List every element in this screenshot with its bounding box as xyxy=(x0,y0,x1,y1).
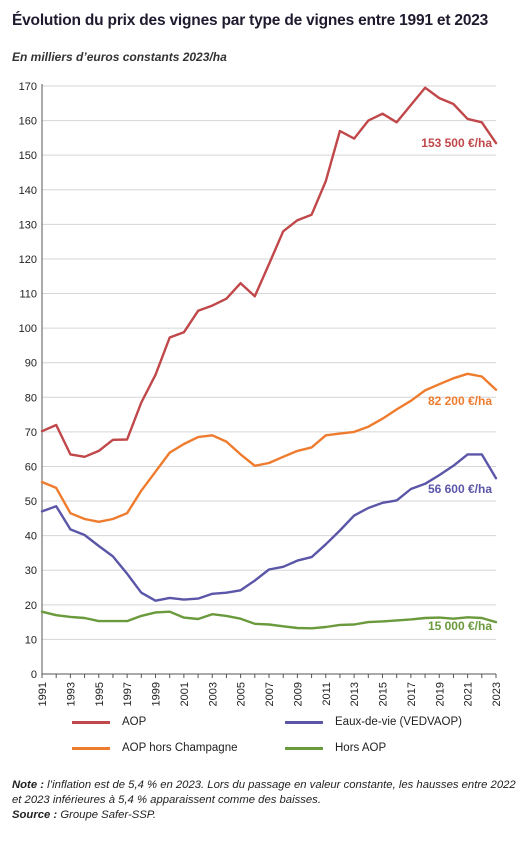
line-chart: 0 10 20 30 40 50 60 70 80 90 100 110 120 130 140 150 160… xyxy=(19,81,503,706)
x-tick-label: 2001 xyxy=(179,682,191,706)
legend-item-hors-aop: Hors AOP xyxy=(285,742,386,754)
x-tick-label: 2003 xyxy=(207,682,219,706)
legend-label-aop: AOP xyxy=(122,716,147,728)
chart-title: Évolution du prix des vignes par type de… xyxy=(12,12,489,29)
x-tick-label: 2011 xyxy=(321,682,333,706)
y-tick-label: 90 xyxy=(25,358,37,370)
y-tick-label: 60 xyxy=(25,461,37,473)
x-tick-label: 2009 xyxy=(292,682,304,706)
legend-item-aop-hors-champagne: AOP hors Champagne xyxy=(72,742,238,754)
legend-swatch-hors-aop xyxy=(285,746,323,750)
y-tick-label: 170 xyxy=(19,81,37,93)
y-tick-label: 80 xyxy=(25,392,37,404)
x-tick-label: 1995 xyxy=(94,682,106,706)
y-tick-label: 50 xyxy=(25,496,37,508)
x-tick-label: 2021 xyxy=(463,682,475,706)
chart-subtitle: En milliers d’euros constants 2023/ha xyxy=(12,50,227,64)
source-label: Source : xyxy=(12,809,58,821)
x-tick-label: 1993 xyxy=(65,682,77,706)
x-tick-label: 1997 xyxy=(122,682,134,706)
x-tick-label: 2015 xyxy=(378,682,390,706)
end-label-aop: 153 500 €/ha xyxy=(421,136,492,150)
legend-swatch-aop xyxy=(72,720,110,724)
legend-swatch-eaux-de-vie xyxy=(285,720,323,724)
x-tick-label: 2023 xyxy=(491,682,503,706)
grid xyxy=(42,85,496,640)
axes: 0 10 20 30 40 50 60 70 80 90 100 110 120 130 140 150 160… xyxy=(19,81,503,706)
x-tick-label: 2013 xyxy=(349,682,361,706)
legend-label-eaux-de-vie: Eaux-de-vie (VEDVAOP) xyxy=(335,716,462,728)
legend-item-eaux-de-vie: Eaux-de-vie (VEDVAOP) xyxy=(285,716,462,728)
x-tick-label: 1999 xyxy=(151,682,163,706)
x-tick-label: 2017 xyxy=(406,682,418,706)
y-tick-label: 20 xyxy=(25,600,37,612)
legend-label-aop-hors-champagne: AOP hors Champagne xyxy=(122,742,238,754)
series-line-hors-aop xyxy=(40,610,498,630)
x-tick-label: 2007 xyxy=(264,682,276,706)
end-label-eaux-de-vie-vedvaop: 56 600 €/ha xyxy=(428,482,492,496)
y-tick-label: 110 xyxy=(19,289,37,301)
y-tick-label: 30 xyxy=(25,565,37,577)
note-label: Note : xyxy=(12,779,45,791)
x-tick-label: 2005 xyxy=(236,682,248,706)
series-line-aop-hors-champagne xyxy=(40,372,498,523)
y-tick-label: 150 xyxy=(19,150,37,162)
series-line-eaux-de-vie-vedvaop xyxy=(40,453,498,602)
legend-item-aop: AOP xyxy=(72,716,146,728)
end-labels: 153 500 €/ha 82 200 €/ha 56 600 €/ha 15 000… xyxy=(421,136,492,633)
y-tick-label: 120 xyxy=(19,254,37,266)
y-tick-label: 100 xyxy=(19,323,37,335)
y-tick-label: 0 xyxy=(31,669,37,681)
y-tick-label: 140 xyxy=(19,185,37,197)
chart-note: Note : l’inflation est de 5,4 % en 2023.… xyxy=(12,778,517,823)
series-line-aop xyxy=(40,86,498,458)
source-text: Groupe Safer-SSP. xyxy=(60,809,157,821)
x-tick-label: 1991 xyxy=(37,682,49,706)
legend-label-hors-aop: Hors AOP xyxy=(335,742,387,754)
y-tick-label: 70 xyxy=(25,427,37,439)
legend-swatch-aop-hors-champagne xyxy=(72,746,110,750)
y-tick-label: 160 xyxy=(19,116,37,128)
x-tick-label: 2019 xyxy=(434,682,446,706)
y-tick-label: 40 xyxy=(25,531,37,543)
y-tick-label: 130 xyxy=(19,219,37,231)
end-label-aop-hors-champagne: 82 200 €/ha xyxy=(428,394,492,408)
end-label-hors-aop: 15 000 €/ha xyxy=(428,619,492,633)
series-lines xyxy=(40,86,498,630)
y-tick-label: 10 xyxy=(25,634,37,646)
note-text: l’inflation est de 5,4 % en 2023. Lors d… xyxy=(12,779,516,806)
